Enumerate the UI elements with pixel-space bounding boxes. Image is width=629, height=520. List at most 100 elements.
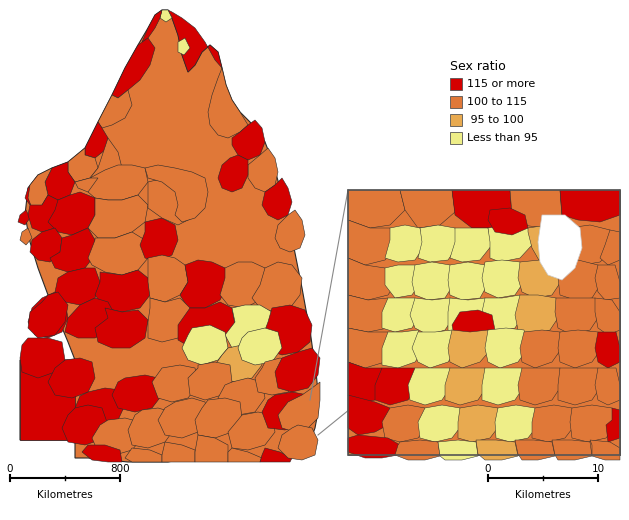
Polygon shape <box>518 260 562 298</box>
Polygon shape <box>85 122 108 158</box>
Polygon shape <box>385 225 425 262</box>
Polygon shape <box>248 148 278 192</box>
Polygon shape <box>232 120 265 160</box>
Polygon shape <box>252 262 302 312</box>
Polygon shape <box>28 292 68 338</box>
Polygon shape <box>218 155 248 192</box>
Polygon shape <box>438 440 478 460</box>
Polygon shape <box>348 190 620 455</box>
Polygon shape <box>182 325 228 365</box>
Polygon shape <box>382 405 428 442</box>
Text: 100 to 115: 100 to 115 <box>467 97 527 107</box>
Polygon shape <box>600 230 620 265</box>
Polygon shape <box>532 405 575 442</box>
Polygon shape <box>555 298 600 335</box>
Polygon shape <box>148 298 190 342</box>
Polygon shape <box>375 368 418 405</box>
Text: Kilometres: Kilometres <box>515 490 571 500</box>
Polygon shape <box>515 295 560 335</box>
Polygon shape <box>410 298 455 335</box>
Polygon shape <box>568 225 615 265</box>
Polygon shape <box>482 295 525 332</box>
Polygon shape <box>595 298 620 335</box>
Bar <box>348 190 620 455</box>
Polygon shape <box>128 408 175 448</box>
Polygon shape <box>18 210 30 225</box>
Polygon shape <box>188 362 232 400</box>
Polygon shape <box>260 448 292 462</box>
Bar <box>450 114 462 126</box>
Polygon shape <box>595 332 620 368</box>
Polygon shape <box>262 305 312 355</box>
Polygon shape <box>28 168 52 208</box>
Text: 0: 0 <box>485 464 491 474</box>
Polygon shape <box>88 195 148 238</box>
Polygon shape <box>88 232 148 275</box>
Polygon shape <box>262 178 292 220</box>
Polygon shape <box>348 395 390 435</box>
Polygon shape <box>180 260 228 308</box>
Polygon shape <box>238 328 282 365</box>
Polygon shape <box>448 330 492 368</box>
Polygon shape <box>400 190 455 228</box>
Polygon shape <box>215 345 262 382</box>
Polygon shape <box>515 440 555 460</box>
Polygon shape <box>50 228 95 272</box>
Polygon shape <box>348 295 398 332</box>
Polygon shape <box>485 328 528 368</box>
Polygon shape <box>538 215 582 280</box>
Polygon shape <box>476 440 518 460</box>
Polygon shape <box>278 382 320 432</box>
Polygon shape <box>95 270 150 312</box>
Polygon shape <box>528 225 572 262</box>
Polygon shape <box>20 10 318 462</box>
Polygon shape <box>195 398 242 438</box>
Polygon shape <box>220 262 268 308</box>
Polygon shape <box>488 208 528 235</box>
Polygon shape <box>65 298 115 338</box>
Polygon shape <box>275 348 320 392</box>
Polygon shape <box>558 330 602 368</box>
Bar <box>348 190 620 455</box>
Polygon shape <box>445 368 488 405</box>
Text: Kilometres: Kilometres <box>37 490 93 500</box>
Text: Sex ratio: Sex ratio <box>450 60 506 73</box>
Polygon shape <box>408 368 452 405</box>
Polygon shape <box>558 260 602 300</box>
Polygon shape <box>518 368 562 405</box>
Polygon shape <box>75 138 122 192</box>
Polygon shape <box>348 328 395 368</box>
Polygon shape <box>112 375 162 412</box>
Polygon shape <box>95 308 148 348</box>
Text: 0: 0 <box>7 464 13 474</box>
Polygon shape <box>195 435 228 462</box>
Polygon shape <box>25 175 45 205</box>
Bar <box>450 96 462 108</box>
Polygon shape <box>30 228 62 262</box>
Polygon shape <box>482 368 525 405</box>
Polygon shape <box>162 442 195 462</box>
Text: Less than 95: Less than 95 <box>467 133 538 143</box>
Polygon shape <box>160 10 172 22</box>
Polygon shape <box>20 360 75 440</box>
Polygon shape <box>168 10 222 72</box>
Polygon shape <box>348 435 400 458</box>
Polygon shape <box>382 298 422 332</box>
Polygon shape <box>488 225 532 262</box>
Bar <box>450 132 462 144</box>
Polygon shape <box>482 260 525 298</box>
Polygon shape <box>148 178 198 225</box>
Polygon shape <box>62 405 108 445</box>
Polygon shape <box>55 268 100 305</box>
Polygon shape <box>262 392 312 430</box>
Polygon shape <box>148 255 188 302</box>
Text: 10: 10 <box>591 464 604 474</box>
Polygon shape <box>382 330 425 368</box>
Polygon shape <box>88 165 148 200</box>
Polygon shape <box>152 365 198 402</box>
Polygon shape <box>348 258 398 300</box>
Polygon shape <box>275 210 305 252</box>
Polygon shape <box>75 388 125 425</box>
Polygon shape <box>418 405 462 442</box>
Polygon shape <box>225 305 275 350</box>
